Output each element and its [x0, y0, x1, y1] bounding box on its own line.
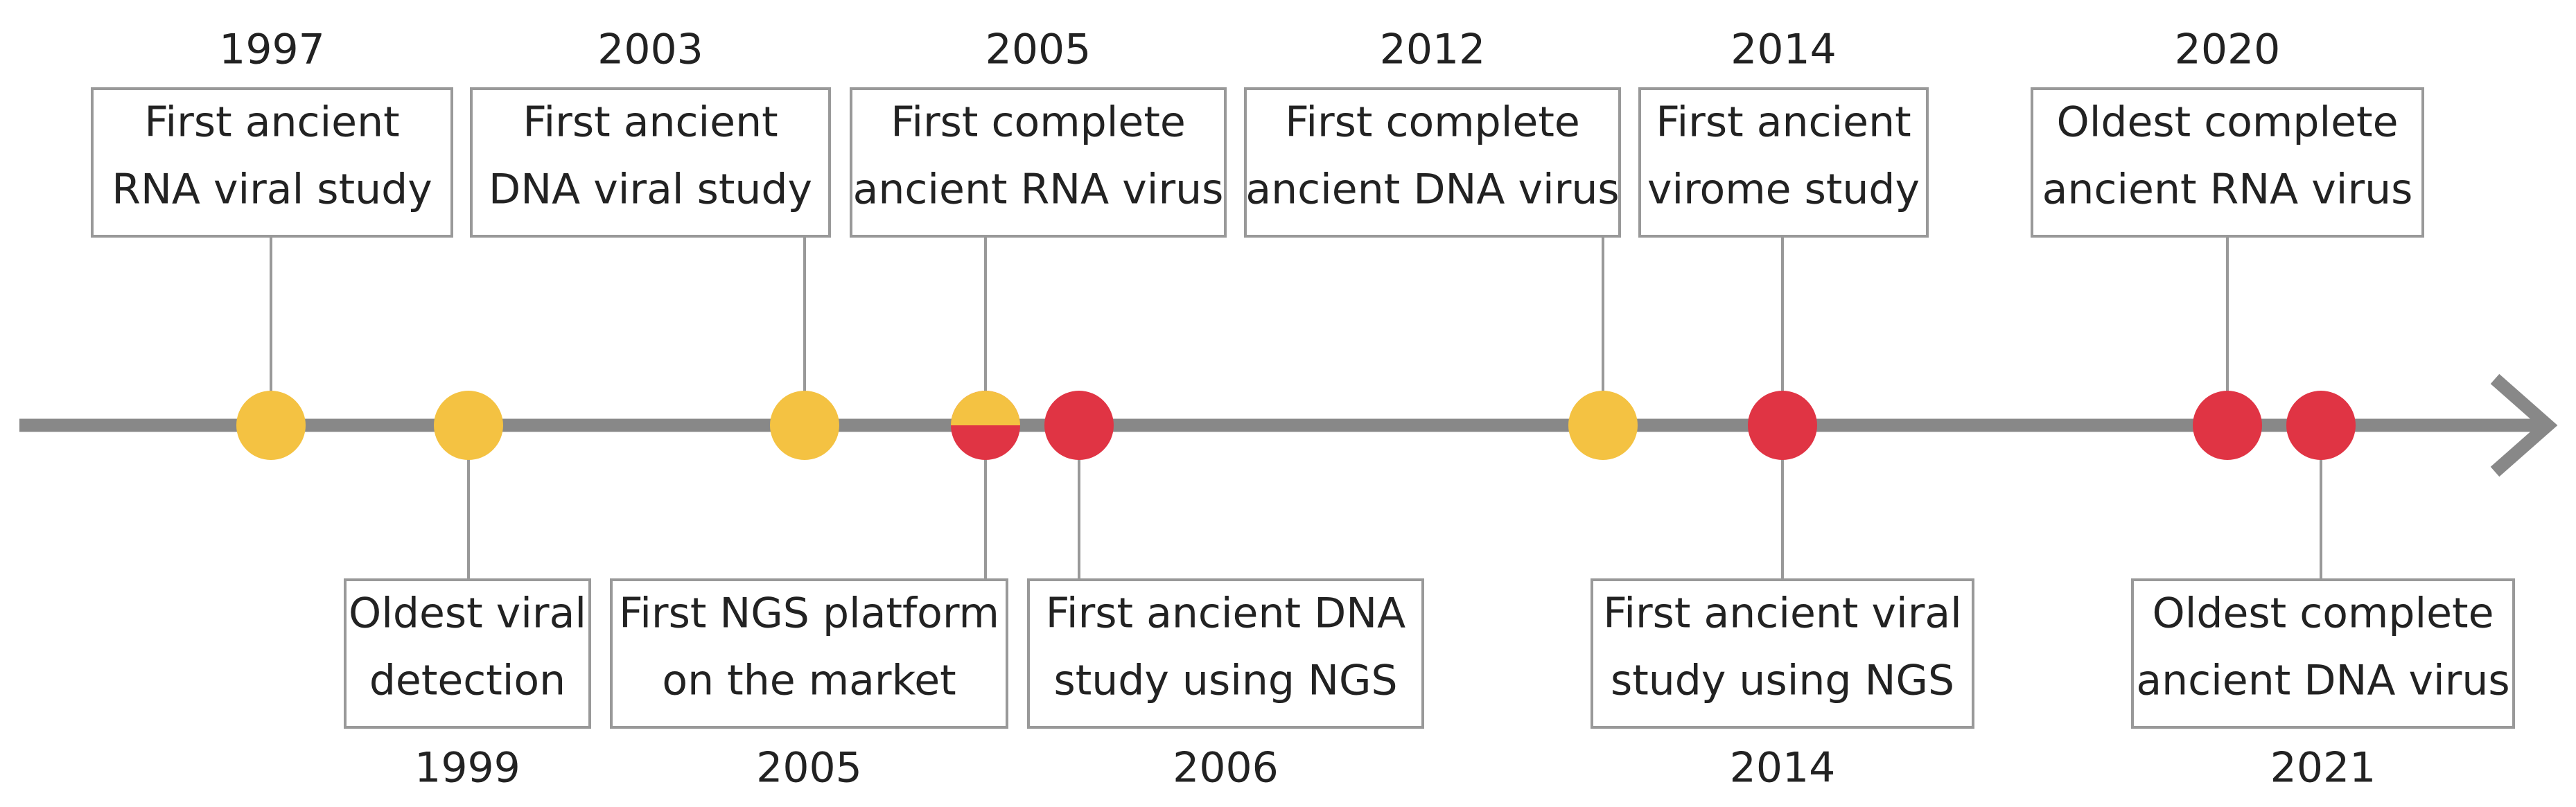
event-dot [770, 391, 839, 460]
event-label: DNA viral study [489, 166, 812, 214]
event-dot [1044, 391, 1114, 460]
event-box [1244, 87, 1621, 238]
event-label: ancient DNA virus [1245, 166, 1619, 214]
event-dot [2193, 391, 2262, 460]
event-box [1027, 578, 1424, 729]
event-label: ancient DNA virus [2136, 657, 2509, 705]
event-year: 2012 [1380, 26, 1486, 74]
event-year: 2005 [985, 26, 1092, 74]
event-dot [1568, 391, 1638, 460]
event-label: First complete [1285, 98, 1580, 147]
event-dot [2286, 391, 2356, 460]
event-box [2131, 578, 2515, 729]
event-label: First complete [891, 98, 1186, 147]
event-label: First ancient [1656, 98, 1911, 147]
event-label: on the market [662, 657, 956, 705]
event-dot [1748, 391, 1817, 460]
event-label: ancient RNA virus [2042, 166, 2413, 214]
event-year: 2005 [756, 744, 862, 792]
event-label: First ancient [523, 98, 778, 147]
event-year: 2006 [1173, 744, 1279, 792]
event-year: 1997 [219, 26, 325, 74]
event-year: 1999 [414, 744, 520, 792]
event-label: study using NGS [1053, 657, 1397, 705]
event-year: 2003 [597, 26, 703, 74]
event-label: First ancient viral [1603, 589, 1962, 638]
event-year: 2021 [2270, 744, 2376, 792]
event-box [1591, 578, 1974, 729]
event-dot [434, 391, 503, 460]
event-label: First NGS platform [619, 589, 999, 638]
event-label: First ancient DNA [1046, 589, 1405, 638]
event-box [91, 87, 453, 238]
event-year: 2014 [1731, 26, 1837, 74]
event-year: 2020 [2175, 26, 2281, 74]
event-box [850, 87, 1227, 238]
event-box [610, 578, 1008, 729]
event-box [2031, 87, 2424, 238]
event-label: virome study [1647, 166, 1920, 214]
event-label: Oldest complete [2056, 98, 2398, 147]
axis-arrow [2490, 373, 2558, 477]
event-label: ancient RNA virus [853, 166, 1224, 214]
event-box [470, 87, 831, 238]
event-label: Oldest complete [2152, 589, 2494, 638]
event-label: detection [369, 657, 566, 705]
event-dot [236, 391, 306, 460]
event-label: Oldest viral [349, 589, 586, 638]
event-dot-half [951, 391, 1020, 425]
event-label: RNA viral study [112, 166, 432, 214]
event-box [1638, 87, 1929, 238]
event-label: First ancient [144, 98, 399, 147]
event-label: study using NGS [1611, 657, 1954, 705]
event-box [344, 578, 591, 729]
event-year: 2014 [1730, 744, 1836, 792]
